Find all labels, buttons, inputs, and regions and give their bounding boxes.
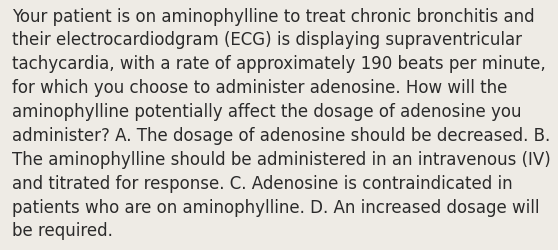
Text: Your patient is on aminophylline to treat chronic bronchitis and
their electroca: Your patient is on aminophylline to trea… — [12, 8, 551, 239]
